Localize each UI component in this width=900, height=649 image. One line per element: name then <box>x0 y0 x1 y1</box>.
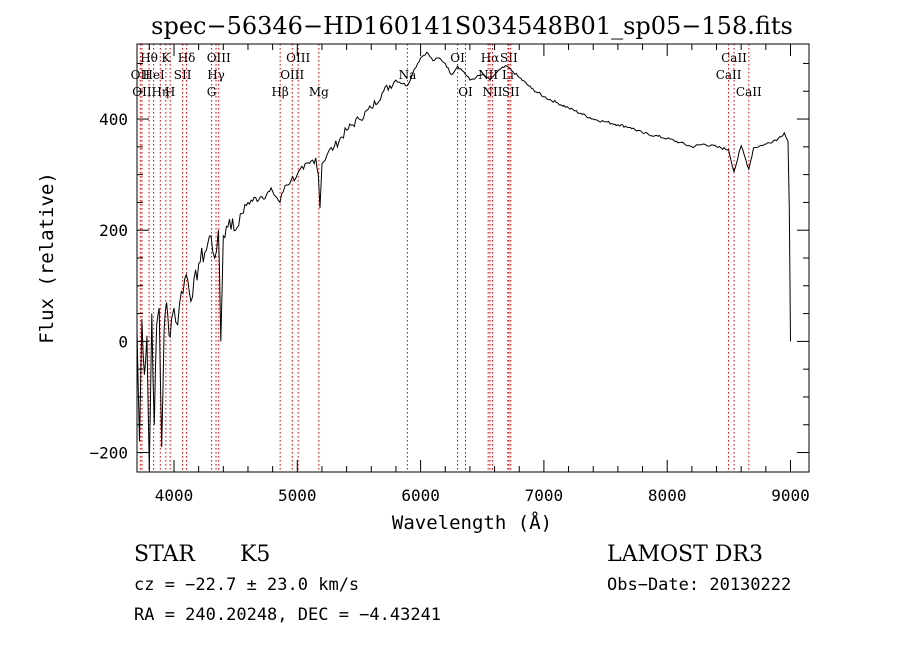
object-class: STAR <box>134 542 196 567</box>
chart-title: spec−56346−HD160141S034548B01_sp05−158.f… <box>151 12 793 40</box>
spectrum-line <box>136 51 791 470</box>
line-label: Hγ <box>207 68 225 82</box>
line-label: Li <box>502 68 514 82</box>
line-label: OI <box>450 51 465 65</box>
line-label: HeI <box>142 68 165 82</box>
line-label: CaII <box>721 51 747 65</box>
observation-date: Obs−Date: 20130222 <box>607 575 791 595</box>
line-label: OII <box>132 85 152 99</box>
line-label: Hα <box>481 51 500 65</box>
line-label: CaII <box>736 85 762 99</box>
y-axis-ticks: −200 0 200 400 <box>89 62 809 463</box>
line-label: Na <box>399 68 417 82</box>
y-tick-label: 0 <box>118 332 128 351</box>
x-tick-label: 4000 <box>155 486 194 505</box>
line-label: G <box>207 85 217 99</box>
x-tick-label: 5000 <box>278 486 317 505</box>
y-tick-label: 200 <box>99 221 128 240</box>
y-tick-label: −200 <box>89 444 128 463</box>
x-tick-label: 8000 <box>648 486 687 505</box>
line-label: Hβ <box>271 85 288 99</box>
line-label: Hθ <box>140 51 158 65</box>
line-label: OIII <box>286 51 310 65</box>
line-label: SII <box>174 68 192 82</box>
survey-name: LAMOST DR3 <box>607 542 763 567</box>
line-label: SII <box>500 51 518 65</box>
line-label: OII <box>131 68 151 82</box>
line-label: OIII <box>280 68 304 82</box>
plot-frame <box>136 43 810 473</box>
line-label: K <box>161 51 171 65</box>
line-label: NII <box>482 85 502 99</box>
x-tick-label: 7000 <box>525 486 564 505</box>
line-label: H <box>165 85 175 99</box>
y-tick-label: 400 <box>99 110 128 129</box>
line-label: Hδ <box>178 51 196 65</box>
coordinates: RA = 240.20248, DEC = −4.43241 <box>134 605 441 625</box>
redshift-cz: cz = −22.7 ± 23.0 km/s <box>134 575 359 595</box>
line-label: SII <box>502 85 520 99</box>
line-label: OI <box>458 85 473 99</box>
line-label: OIII <box>207 51 231 65</box>
line-label: CaII <box>716 68 742 82</box>
line-label: NII <box>478 68 498 82</box>
x-axis-ticks: 4000 5000 6000 7000 8000 9000 <box>148 44 810 505</box>
line-label: Mg <box>309 85 329 99</box>
line-label: Hη <box>151 85 169 99</box>
object-subclass: K5 <box>240 542 270 567</box>
x-tick-label: 6000 <box>401 486 440 505</box>
x-tick-label: 9000 <box>771 486 810 505</box>
y-axis-label: Flux (relative) <box>36 172 58 344</box>
x-axis-label: Wavelength (Å) <box>392 511 552 534</box>
